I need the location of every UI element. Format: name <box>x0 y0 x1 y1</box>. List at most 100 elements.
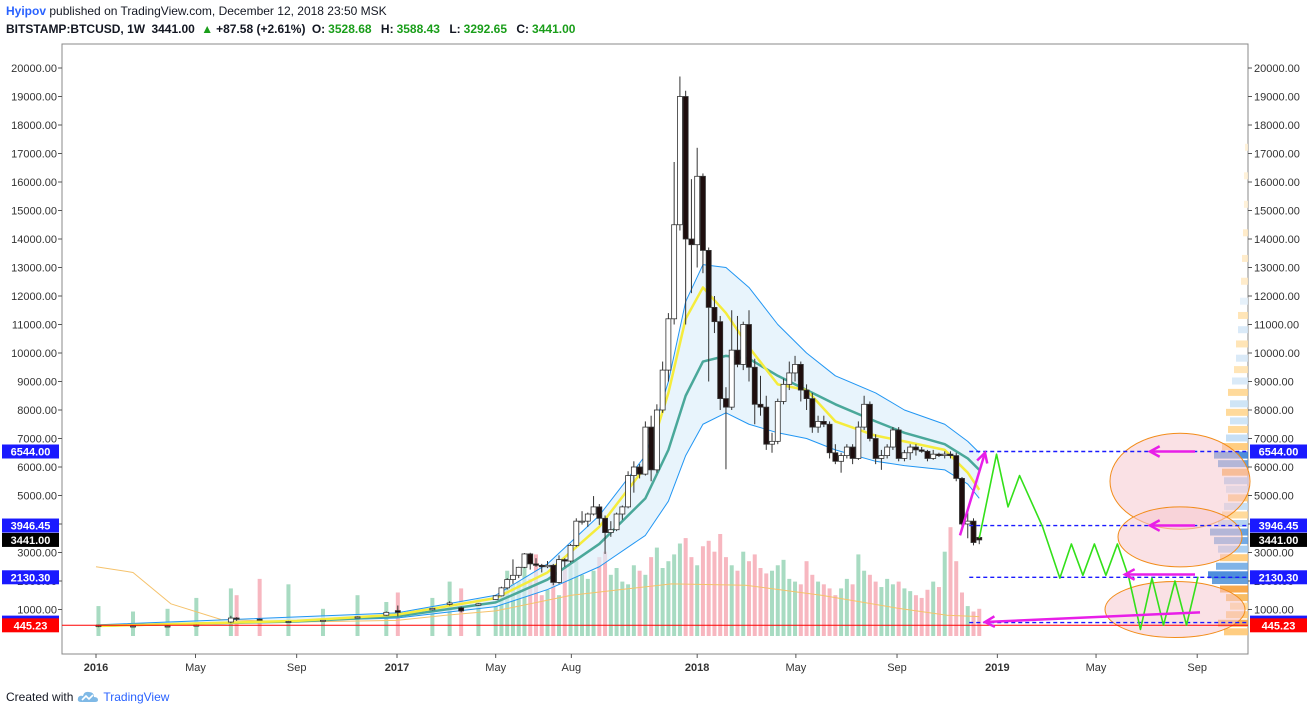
tradingview-brand-link[interactable]: TradingView <box>103 690 170 704</box>
volume-bar <box>781 559 786 636</box>
candle-body <box>751 366 758 405</box>
annotation-arrows <box>958 445 1201 628</box>
candle-body <box>711 306 718 323</box>
profile-bar <box>1234 366 1248 374</box>
candle <box>872 434 879 465</box>
candle-body <box>682 96 689 240</box>
candle <box>682 90 689 325</box>
y-tick-label-right: 20000.00 <box>1254 63 1300 75</box>
candle-body <box>970 520 977 543</box>
candle <box>700 173 706 274</box>
price-label-bg <box>1250 618 1307 633</box>
candle-body <box>941 453 948 456</box>
volume-bar <box>821 584 826 636</box>
candle-body <box>855 426 862 459</box>
last-price: 3441.00 <box>151 22 195 36</box>
candle <box>780 378 787 405</box>
volume-bar <box>833 595 838 636</box>
x-tick-label: Aug <box>562 662 582 674</box>
volume-bar <box>522 561 527 636</box>
volume-bar <box>867 574 872 636</box>
volume-bar <box>234 595 239 636</box>
y-tick-label-left: 20000.00 <box>11 63 57 75</box>
price-label-text: 3946.45 <box>1259 521 1299 533</box>
candle-body <box>648 426 655 471</box>
price-label-text: 445.23 <box>1262 620 1296 632</box>
price-label-left: 445.23 <box>2 618 59 633</box>
candle <box>613 512 620 532</box>
price-label-bg <box>2 618 59 633</box>
candle <box>751 358 758 425</box>
price-label-left: 3441.00 <box>2 532 59 547</box>
profile-bar <box>1240 297 1248 305</box>
y-tick-label-right: 16000.00 <box>1254 177 1300 189</box>
y-tick-label-right: 19000.00 <box>1254 92 1300 104</box>
candle-body <box>584 513 591 522</box>
candle-body <box>861 403 868 428</box>
volume-bar <box>971 611 976 636</box>
candle <box>607 521 614 537</box>
price-label-bg <box>1250 532 1307 547</box>
candle <box>711 296 718 334</box>
y-tick-label-left: 5000.00 <box>17 491 57 503</box>
candle <box>797 361 804 402</box>
candle <box>164 625 171 628</box>
tradingview-cloud-icon <box>78 691 99 702</box>
profile-zone-ellipse <box>1117 506 1243 568</box>
price-labels: 6544.00 6544.00 3946.45 3946.45 3441.00 3441.… <box>2 444 1307 633</box>
candle-body <box>694 175 701 246</box>
volume-bar <box>862 570 867 636</box>
volume-bar <box>850 584 855 636</box>
profile-bar <box>1244 200 1248 208</box>
candle <box>740 321 747 371</box>
y-tick-label-left: 18000.00 <box>11 120 57 132</box>
candle <box>602 515 608 554</box>
candle <box>815 415 821 433</box>
ohlc-low: L: 3292.65 <box>449 22 508 36</box>
candle <box>285 620 292 623</box>
candle-body <box>538 564 545 568</box>
volume-ma-line <box>95 566 980 623</box>
profile-bar <box>1244 172 1248 180</box>
volume-bar <box>614 568 619 636</box>
x-tick-label: 2018 <box>685 662 709 674</box>
candle <box>498 586 505 597</box>
candle-body <box>936 453 942 456</box>
price-label-text: 2130.30 <box>11 572 51 584</box>
candle-body <box>492 595 499 600</box>
price-label-text: 6544.00 <box>11 446 51 458</box>
price-change: +87.58 (+2.61%) <box>216 22 306 36</box>
candle-body <box>769 440 775 445</box>
symbol-info: BITSTAMP:BTCUSD, 1W 3441.00 ▲ +87.58 (+2.… <box>6 22 581 36</box>
profile-bar <box>1224 628 1248 636</box>
candle <box>561 558 568 567</box>
candle-body <box>233 617 240 620</box>
candle-body <box>705 249 712 308</box>
y-tick-label-left: 12000.00 <box>11 291 57 303</box>
candle-body <box>740 324 747 365</box>
candle <box>907 444 914 460</box>
profile-bar <box>1238 311 1248 319</box>
author-name[interactable]: Hyipov <box>6 4 47 18</box>
candle <box>757 375 764 416</box>
symbol-name[interactable]: BITSTAMP:BTCUSD, 1W <box>6 22 146 36</box>
candle-body <box>544 564 551 568</box>
profile-bar <box>1222 511 1248 519</box>
candle-body <box>579 520 585 523</box>
volume-bar <box>758 568 763 636</box>
candle <box>774 398 781 445</box>
candle-body <box>838 455 844 462</box>
volume-bar <box>96 606 101 636</box>
volume-bar <box>735 570 740 636</box>
profile-bar <box>1230 417 1248 425</box>
candle-body <box>746 324 752 368</box>
volume-bar <box>286 584 291 636</box>
candle-body <box>653 409 660 471</box>
candle <box>256 618 263 621</box>
y-tick-label-left: 1000.00 <box>17 605 57 617</box>
profile-bar <box>1222 443 1248 451</box>
volume-bar <box>873 581 878 636</box>
price-label-text: 6544.00 <box>1259 446 1299 458</box>
candle-body <box>164 625 171 628</box>
